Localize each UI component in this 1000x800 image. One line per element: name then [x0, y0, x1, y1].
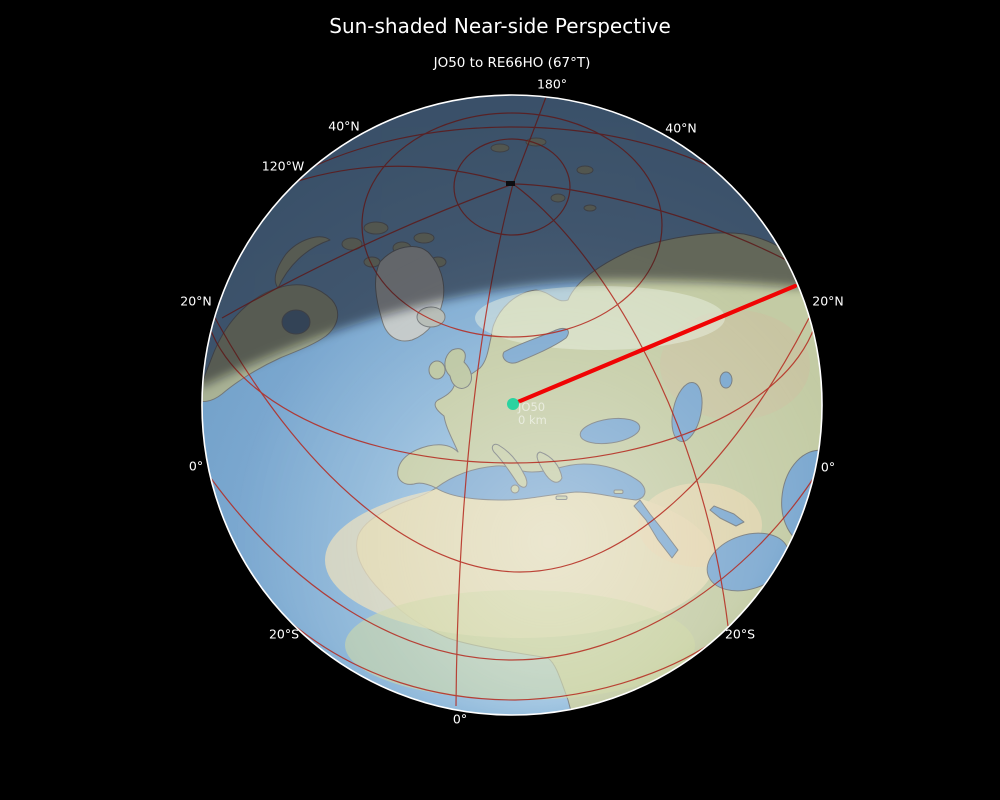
graticule-label-40n-left: 40°N — [328, 118, 360, 134]
graticule-label-0-right: 0° — [820, 459, 836, 475]
graticule-label-120w: 120°W — [261, 158, 305, 174]
origin-marker — [507, 398, 519, 410]
graticule-label-20s-left: 20°S — [268, 626, 300, 642]
figure-title: Sun-shaded Near-side Perspective — [329, 14, 671, 38]
graticule-label-0-bottom: 0° — [452, 711, 468, 727]
graticule-label-20n-right: 20°N — [812, 293, 844, 309]
origin-distance-label: 0 km — [518, 413, 547, 427]
figure-subtitle: JO50 to RE66HO (67°T) — [433, 55, 591, 71]
graticule-label-0-left: 0° — [188, 458, 204, 474]
origin-grid-label: JO50 — [518, 400, 546, 414]
graticule-label-20n-left: 20°N — [180, 293, 212, 309]
night-shade-overlay — [202, 95, 822, 386]
graticule-label-180: 180° — [536, 76, 568, 92]
graticule-label-20s-right: 20°S — [724, 626, 756, 642]
great-circle-route — [510, 283, 798, 407]
graticule-label-40n-right: 40°N — [665, 120, 697, 136]
globe-limb — [201, 94, 823, 716]
